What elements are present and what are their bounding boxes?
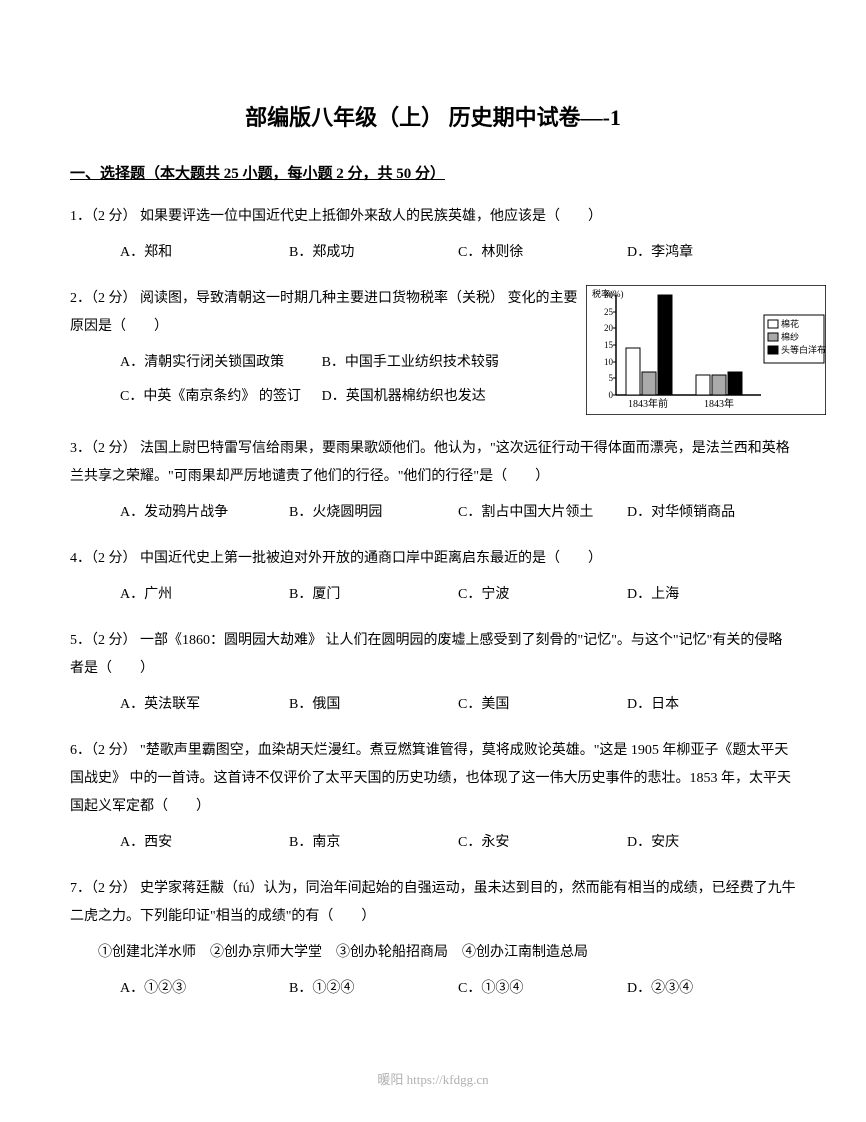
q5-opt-b: B．俄国 bbox=[289, 691, 458, 719]
chart-svg: 税率(%) 0 5 10 15 20 25 30 bbox=[586, 285, 826, 415]
q6-text: "楚歌声里霸图空，血染胡天烂漫红。煮豆燃箕谁管得，莫将成败论英雄。"这是 190… bbox=[70, 743, 791, 814]
svg-text:10: 10 bbox=[604, 357, 614, 367]
svg-text:棉纱: 棉纱 bbox=[781, 331, 799, 342]
q6-opt-d: D．安庆 bbox=[627, 829, 796, 857]
q2-opt-d: D．英国机器棉纺织也发达 bbox=[322, 383, 524, 411]
svg-text:25: 25 bbox=[604, 307, 614, 317]
question-2: 2．（2 分） 阅读图，导致清朝这一时期几种主要进口货物税率（关税） 变化的主要… bbox=[70, 285, 796, 417]
section-header: 一、选择题（本大题共 25 小题，每小题 2 分，共 50 分） bbox=[70, 162, 796, 183]
q7-opt-d: D．②③④ bbox=[627, 975, 796, 1003]
q2-text: 阅读图，导致清朝这一时期几种主要进口货物税率（关税） 变化的主要原因是（ ） bbox=[70, 291, 578, 334]
chart-xlabel-1: 1843年前 bbox=[628, 397, 668, 410]
question-6: 6．（2 分） "楚歌声里霸图空，血染胡天烂漫红。煮豆燃箕谁管得，莫将成败论英雄… bbox=[70, 737, 796, 857]
chart-xlabel-2: 1843年 bbox=[704, 397, 734, 410]
svg-text:15: 15 bbox=[604, 340, 614, 350]
q6-opt-b: B．南京 bbox=[289, 829, 458, 857]
q4-prefix: 4．（2 分） bbox=[70, 551, 137, 566]
q7-opt-b: B．①②④ bbox=[289, 975, 458, 1003]
q7-prefix: 7．（2 分） bbox=[70, 881, 137, 896]
q5-opt-a: A．英法联军 bbox=[120, 691, 289, 719]
q4-opt-c: C．宁波 bbox=[458, 581, 627, 609]
question-5: 5．（2 分） 一部《1860：圆明园大劫难》 让人们在圆明园的废墟上感受到了刻… bbox=[70, 627, 796, 719]
svg-text:20: 20 bbox=[604, 323, 614, 333]
q5-opt-c: C．美国 bbox=[458, 691, 627, 719]
q2-opt-a: A．清朝实行闭关锁国政策 bbox=[120, 349, 322, 377]
q3-opt-c: C．割占中国大片领土 bbox=[458, 499, 627, 527]
svg-text:头等白洋布: 头等白洋布 bbox=[781, 344, 826, 355]
q1-text: 如果要评选一位中国近代史上抵御外来敌人的民族英雄，他应该是（ ） bbox=[140, 209, 602, 224]
q1-opt-c: C．林则徐 bbox=[458, 239, 627, 267]
page-footer: 暖阳 https://kfdgg.cn bbox=[0, 1069, 866, 1088]
chart-bars-group2 bbox=[696, 372, 742, 395]
tariff-chart: 税率(%) 0 5 10 15 20 25 30 bbox=[586, 285, 826, 415]
q6-opt-a: A．西安 bbox=[120, 829, 289, 857]
q1-opt-d: D．李鸿章 bbox=[627, 239, 796, 267]
question-3: 3．（2 分） 法国上尉巴特雷写信给雨果，要雨果歌颂他们。他认为，"这次远征行动… bbox=[70, 435, 796, 527]
question-4: 4．（2 分） 中国近代史上第一批被迫对外开放的通商口岸中距离启东最近的是（ ）… bbox=[70, 545, 796, 609]
q1-opt-a: A．郑和 bbox=[120, 239, 289, 267]
q4-opt-b: B．厦门 bbox=[289, 581, 458, 609]
q1-opt-b: B．郑成功 bbox=[289, 239, 458, 267]
q5-prefix: 5．（2 分） bbox=[70, 633, 137, 648]
q6-prefix: 6．（2 分） bbox=[70, 743, 137, 758]
q3-prefix: 3．（2 分） bbox=[70, 441, 137, 456]
q2-opt-c: C．中英《南京条约》 的签订 bbox=[120, 383, 322, 411]
q7-opt-c: C．①③④ bbox=[458, 975, 627, 1003]
exam-title: 部编版八年级（上） 历史期中试卷—-1 bbox=[70, 100, 796, 132]
question-1: 1．（2 分） 如果要评选一位中国近代史上抵御外来敌人的民族英雄，他应该是（ ）… bbox=[70, 203, 796, 267]
q3-opt-b: B．火烧圆明园 bbox=[289, 499, 458, 527]
q2-opt-b: B．中国手工业纺织技术较弱 bbox=[322, 349, 524, 377]
q3-opt-d: D．对华倾销商品 bbox=[627, 499, 796, 527]
svg-text:0: 0 bbox=[609, 390, 614, 400]
q3-opt-a: A．发动鸦片战争 bbox=[120, 499, 289, 527]
svg-text:5: 5 bbox=[609, 373, 614, 383]
q4-text: 中国近代史上第一批被迫对外开放的通商口岸中距离启东最近的是（ ） bbox=[140, 551, 602, 566]
q4-opt-a: A．广州 bbox=[120, 581, 289, 609]
svg-text:棉花: 棉花 bbox=[781, 318, 799, 329]
q6-opt-c: C．永安 bbox=[458, 829, 627, 857]
q2-prefix: 2．（2 分） bbox=[70, 291, 137, 306]
q7-items: ①创建北洋水师 ②创办京师大学堂 ③创办轮船招商局 ④创办江南制造总局 bbox=[70, 939, 796, 967]
q5-text: 一部《1860：圆明园大劫难》 让人们在圆明园的废墟上感受到了刻骨的"记忆"。与… bbox=[70, 633, 782, 676]
svg-text:30: 30 bbox=[604, 290, 614, 300]
chart-legend: 棉花 棉纱 头等白洋布 bbox=[764, 315, 826, 363]
q1-prefix: 1．（2 分） bbox=[70, 209, 137, 224]
q7-text: 史学家蒋廷黻（fú）认为，同治年间起始的自强运动，虽未达到目的，然而能有相当的成… bbox=[70, 881, 796, 924]
question-7: 7．（2 分） 史学家蒋廷黻（fú）认为，同治年间起始的自强运动，虽未达到目的，… bbox=[70, 875, 796, 1003]
q3-text: 法国上尉巴特雷写信给雨果，要雨果歌颂他们。他认为，"这次远征行动干得体面而漂亮，… bbox=[70, 441, 790, 484]
q4-opt-d: D．上海 bbox=[627, 581, 796, 609]
q7-opt-a: A．①②③ bbox=[120, 975, 289, 1003]
q5-opt-d: D．日本 bbox=[627, 691, 796, 719]
